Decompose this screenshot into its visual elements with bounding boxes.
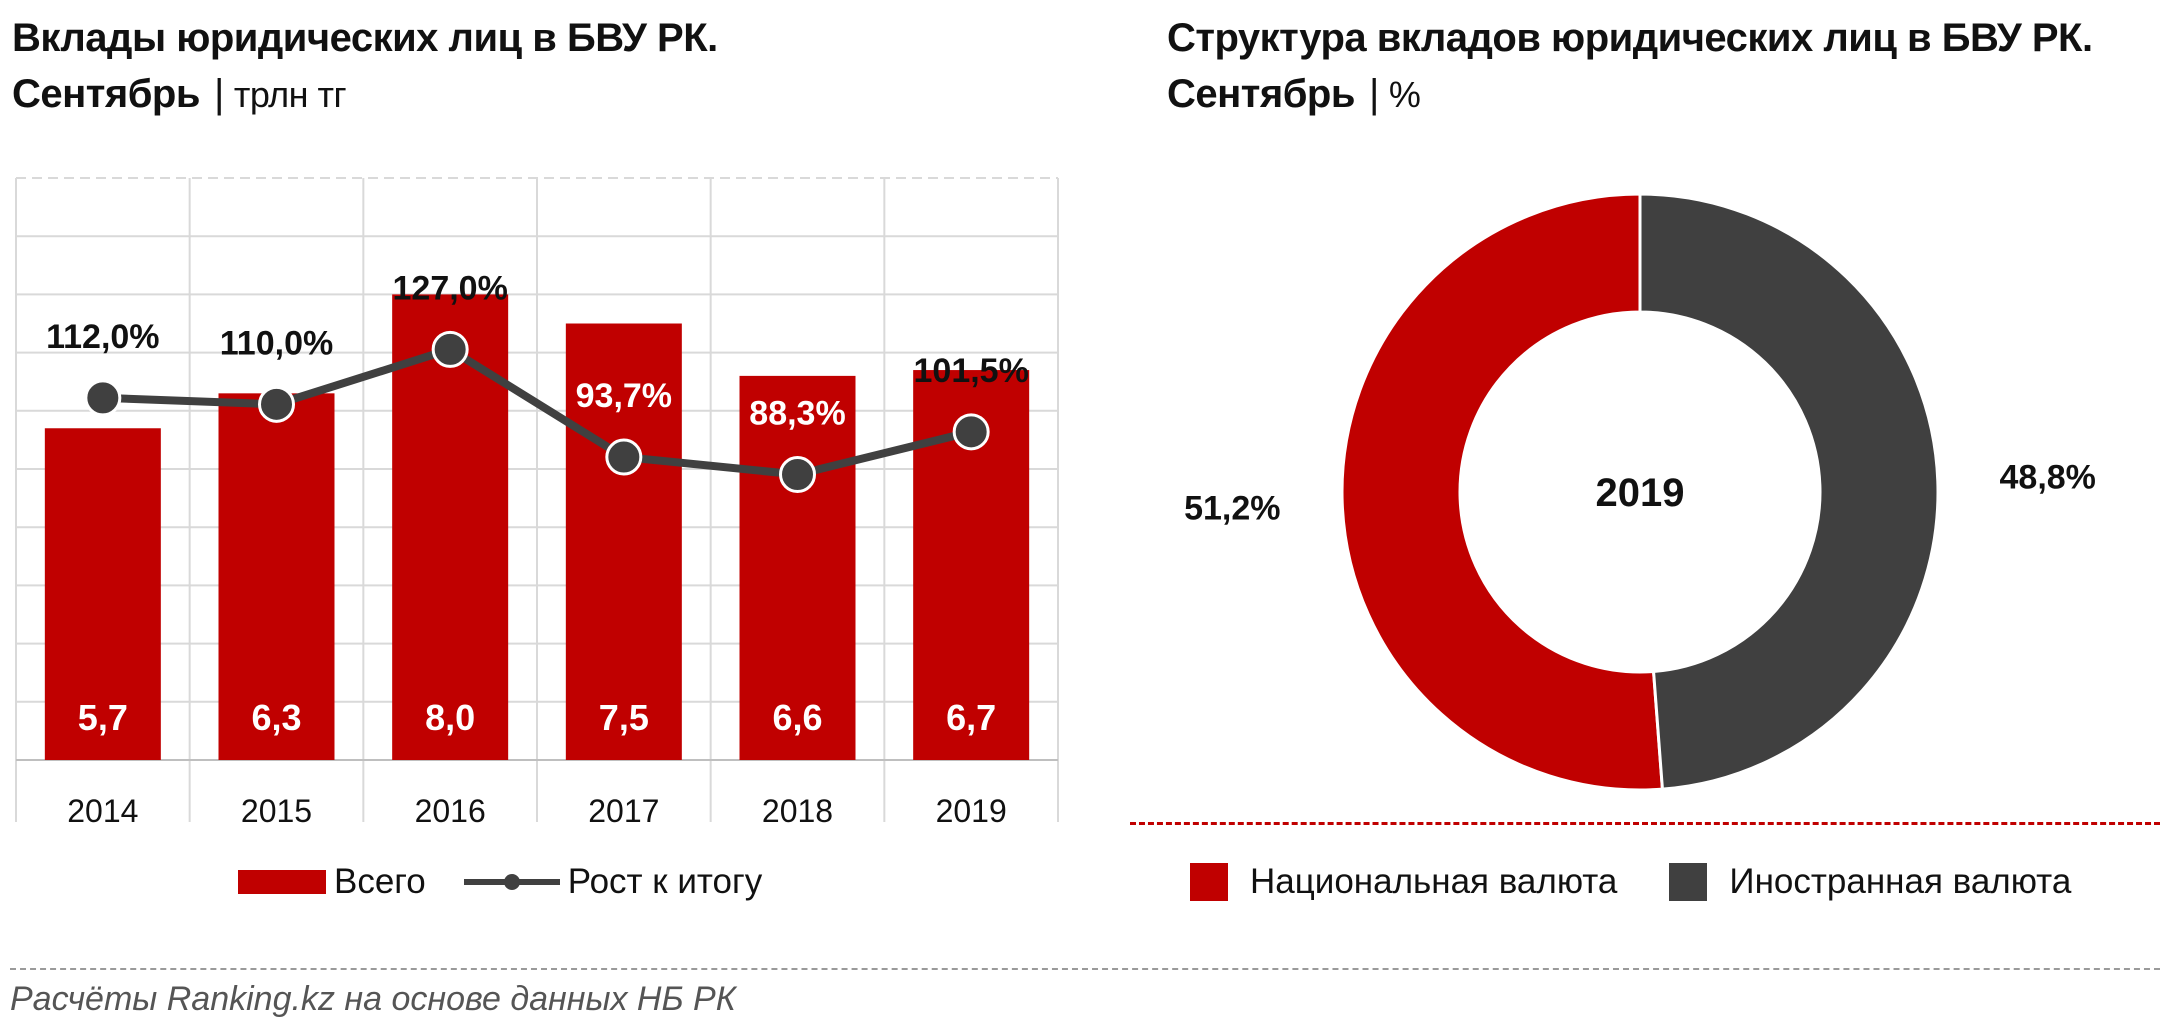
donut-chart-period: Сентябрь	[1167, 72, 1355, 116]
bar-value-label-2017: 7,5	[599, 697, 649, 738]
donut-chart-title-line1: Структура вкладов юридических лиц в БВУ …	[1167, 16, 2093, 60]
growth-point-2017	[605, 438, 643, 476]
bar-chart-period: Сентябрь	[12, 72, 200, 116]
donut-chart-title: Структура вкладов юридических лиц в БВУ …	[1167, 10, 2093, 123]
donut-value-label-national: 51,2%	[1184, 489, 1280, 527]
source-note: Расчёты Ranking.kz на основе данных НБ Р…	[10, 980, 736, 1018]
legend-swatch-national	[1190, 863, 1228, 901]
donut-value-label-foreign: 48,8%	[2000, 459, 2096, 497]
growth-value-label-2018: 88,3%	[749, 394, 845, 432]
x-tick-label-2015: 2015	[241, 793, 312, 829]
bar-chart-legend: Всего Рост к итогу	[238, 862, 762, 902]
bar-line-chart: 5,7 2014 6,3 2015 8,0 2016 7,5 2017 6,6 2018 6,7 20…	[15, 177, 1059, 829]
donut-chart-title-line2: Сентябрь |%	[1167, 66, 2093, 123]
donut-chart-separator: |	[1368, 72, 1379, 116]
donut-slice-foreign	[1638, 192, 1940, 791]
growth-point-2015	[258, 385, 295, 423]
x-tick-label-2017: 2017	[588, 793, 659, 829]
bar-value-label-2014: 5,7	[78, 697, 128, 738]
bar-chart-separator: |	[213, 72, 224, 116]
growth-line	[102, 345, 973, 479]
x-tick-label-2018: 2018	[762, 793, 833, 829]
donut-chart-legend: Национальная валюта Иностранная валюта	[1190, 862, 2071, 902]
legend-swatch-foreign	[1669, 863, 1708, 901]
growth-point-2019	[952, 413, 990, 451]
bar-total-2018	[739, 375, 856, 760]
bar-value-label-2019: 6,7	[946, 697, 996, 738]
bar-value-label-2018: 6,6	[772, 697, 822, 738]
bar-chart-title-line1: Вклады юридических лиц в БВУ РК.	[12, 16, 718, 60]
bar-total-2017	[565, 323, 682, 760]
growth-point-2018	[779, 455, 816, 493]
growth-value-label-2017: 93,7%	[576, 377, 672, 415]
bar-chart-unit: трлн тг	[233, 74, 347, 115]
growth-point-2016	[431, 330, 469, 368]
bar-total-2015	[218, 393, 335, 760]
footer-divider	[10, 968, 2160, 970]
legend-swatch-total	[238, 870, 326, 894]
donut-center-label: 2019	[1596, 471, 1685, 515]
donut-divider	[1130, 822, 2160, 825]
bar-total-2014	[44, 428, 161, 760]
legend-label-national: Национальная валюта	[1250, 862, 1618, 901]
growth-value-label-2016: 127,0%	[393, 269, 508, 307]
donut-slice-national	[1340, 192, 1665, 792]
x-tick-label-2019: 2019	[936, 793, 1007, 829]
growth-value-label-2014: 112,0%	[46, 318, 159, 356]
growth-point-2014	[84, 379, 122, 417]
bar-value-label-2015: 6,3	[251, 697, 301, 738]
x-tick-label-2014: 2014	[67, 793, 138, 829]
growth-value-label-2015: 110,0%	[220, 324, 333, 362]
bar-chart-title: Вклады юридических лиц в БВУ РК. Сентябр…	[12, 10, 718, 123]
x-tick-label-2016: 2016	[415, 793, 486, 829]
bar-chart-title-line2: Сентябрь | трлн тг	[12, 66, 718, 123]
legend-swatch-growth	[463, 870, 560, 894]
bar-value-label-2016: 8,0	[425, 697, 475, 738]
legend-label-total: Всего	[334, 862, 426, 901]
donut-chart: 51,2% 48,8% 2019	[1184, 192, 2096, 792]
growth-value-label-2019: 101,5%	[914, 352, 1029, 390]
legend-label-foreign: Иностранная валюта	[1729, 862, 2072, 901]
legend-label-growth: Рост к итогу	[567, 862, 763, 901]
donut-chart-unit: %	[1388, 74, 1421, 115]
